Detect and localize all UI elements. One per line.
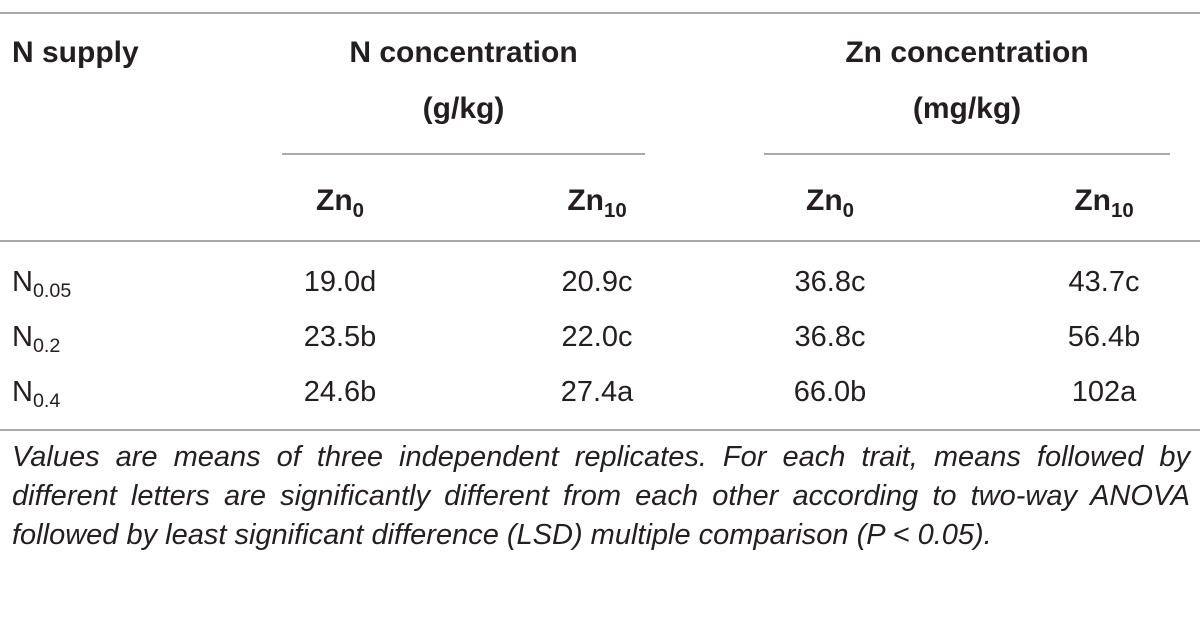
subcol-header-n-zn10: Zn10 — [517, 184, 677, 221]
row-label-base: N — [12, 266, 33, 298]
table-cell: 20.9c — [561, 266, 633, 298]
subcol-header-sub: 10 — [1110, 199, 1134, 222]
table-cell: 56.4b — [1067, 321, 1141, 353]
subcol-header-sub: 0 — [352, 199, 364, 222]
subcol-header-zn-zn10: Zn10 — [1024, 184, 1184, 221]
subcol-header-base: Zn — [1074, 184, 1111, 217]
n-concentration-unit: (g/kg) — [282, 94, 645, 124]
row-label: N0.4 — [12, 376, 60, 412]
table-cell: 27.4a — [560, 376, 634, 408]
table-cell: 19.0d — [303, 266, 377, 298]
row-label-sub: 0.4 — [32, 390, 61, 413]
row-label-base: N — [12, 321, 33, 353]
table-cell: 23.5b — [303, 321, 377, 353]
row-label-base: N — [12, 376, 33, 408]
table-cell: 43.7c — [1068, 266, 1140, 298]
row-label: N0.05 — [12, 266, 71, 302]
zn-group-rule — [764, 153, 1170, 155]
row-label-sub: 0.05 — [32, 280, 72, 303]
subcol-header-base: Zn — [316, 184, 353, 217]
n-concentration-unit-text: (g/kg) — [422, 92, 505, 125]
row-label-header: N supply — [12, 36, 139, 69]
n-concentration-title: N concentration — [349, 36, 578, 69]
table-cell: 66.0b — [793, 376, 867, 408]
zn-concentration-unit: (mg/kg) — [764, 94, 1170, 124]
row-label: N0.2 — [12, 321, 60, 357]
table-bottom-rule — [0, 429, 1200, 431]
subcol-header-zn-zn0: Zn0 — [760, 184, 900, 221]
zn-concentration-unit-text: (mg/kg) — [912, 92, 1022, 125]
zn-concentration-header: Zn concentration — [764, 38, 1170, 68]
table-cell: 24.6b — [303, 376, 377, 408]
table-top-rule — [0, 12, 1200, 14]
table-cell: 102a — [1071, 376, 1137, 408]
zn-concentration-title: Zn concentration — [845, 36, 1089, 69]
subcol-header-n-zn0: Zn0 — [270, 184, 410, 221]
table-cell: 36.8c — [794, 266, 866, 298]
n-group-rule — [282, 153, 645, 155]
header-bottom-rule — [0, 240, 1200, 242]
table-footnote: Values are means of three independent re… — [12, 441, 1190, 551]
subcol-header-base: Zn — [806, 184, 843, 217]
subcol-header-sub: 10 — [603, 199, 627, 222]
subcol-header-sub: 0 — [842, 199, 854, 222]
table-cell: 22.0c — [561, 321, 633, 353]
n-concentration-header: N concentration — [282, 38, 645, 68]
subcol-header-base: Zn — [567, 184, 604, 217]
row-label-sub: 0.2 — [32, 335, 61, 358]
table-cell: 36.8c — [794, 321, 866, 353]
